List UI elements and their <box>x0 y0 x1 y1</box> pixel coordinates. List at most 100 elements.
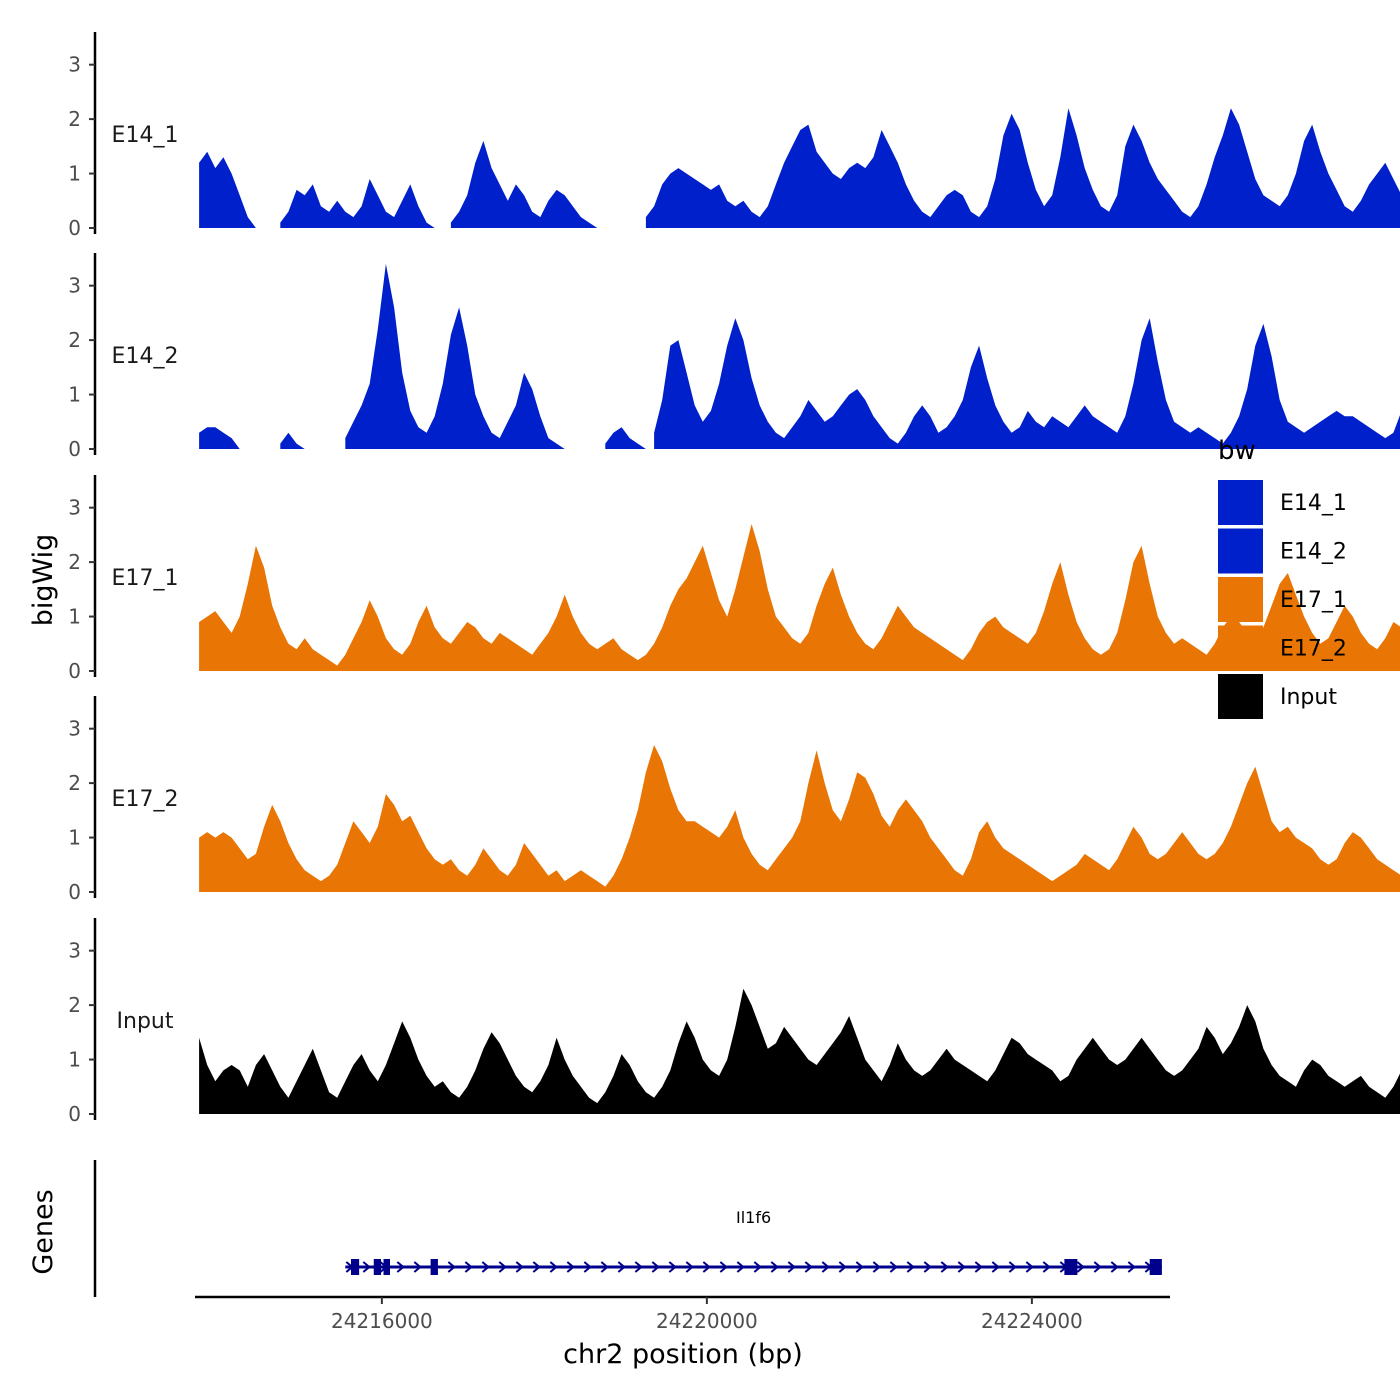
strand-arrow <box>719 1261 728 1273</box>
exon-block <box>1064 1259 1078 1275</box>
y-tick-label: 2 <box>68 107 81 131</box>
signal-area-e17_2 <box>199 745 1400 892</box>
y-tick-label: 3 <box>68 496 81 520</box>
track-label: E14_2 <box>112 344 179 369</box>
signal-area-e14_1 <box>199 108 1400 228</box>
y-tick-label: 0 <box>68 1102 81 1126</box>
signal-area-e14_2 <box>199 263 1400 449</box>
strand-arrow <box>940 1261 949 1273</box>
strand-arrow <box>804 1261 813 1273</box>
legend-swatch-e17_1 <box>1218 577 1263 622</box>
strand-arrow <box>702 1261 711 1273</box>
legend-label: E14_1 <box>1280 491 1347 516</box>
exon-block <box>373 1259 382 1275</box>
gene-label: Il1f6 <box>736 1208 771 1227</box>
y-tick-label: 3 <box>68 274 81 298</box>
track-e14_1: 0 1 2 3 E14_1 <box>68 32 1400 240</box>
strand-arrow <box>668 1261 677 1273</box>
exon-block <box>430 1259 438 1275</box>
strand-arrow <box>957 1261 966 1273</box>
strand-arrow <box>685 1261 694 1273</box>
legend-label: E17_2 <box>1280 637 1347 662</box>
strand-arrow <box>889 1261 898 1273</box>
y-tick-label: 0 <box>68 880 81 904</box>
strand-arrow <box>923 1261 932 1273</box>
track-e14_2: 0 1 2 3 E14_2 <box>68 253 1400 461</box>
strand-arrow <box>855 1261 864 1273</box>
strand-arrow <box>906 1261 915 1273</box>
y-tick-label: 1 <box>68 383 81 407</box>
strand-arrow <box>736 1261 745 1273</box>
genes-axis-title: Genes <box>28 1189 59 1274</box>
legend-swatch-e17_2 <box>1218 625 1263 671</box>
strand-arrow <box>498 1261 507 1273</box>
y-tick-label: 1 <box>68 826 81 850</box>
y-tick-label: 2 <box>68 328 81 352</box>
legend-label: E14_2 <box>1280 540 1347 565</box>
y-tick-label: 0 <box>68 437 81 461</box>
y-tick-label: 1 <box>68 1048 81 1072</box>
exon-block <box>1149 1259 1162 1275</box>
track-label: E17_1 <box>112 566 179 591</box>
legend-label: Input <box>1280 685 1337 710</box>
strand-arrow <box>447 1261 456 1273</box>
strand-arrow <box>651 1261 660 1273</box>
strand-arrow <box>872 1261 881 1273</box>
exon-block <box>351 1259 360 1275</box>
track-e17_1: 0 1 2 3 E17_1 <box>68 475 1400 683</box>
gene-il1f6: Il1f6 <box>345 1208 1162 1275</box>
exon-block <box>383 1259 390 1275</box>
x-axis: 24216000 24220000 24224000 <box>195 1295 1170 1333</box>
y-axis-title: bigWig <box>28 534 59 627</box>
strand-arrow <box>464 1261 473 1273</box>
legend-swatch-e14_1 <box>1218 480 1263 525</box>
strand-arrow <box>532 1261 541 1273</box>
genes-panel: Il1f6 <box>93 1160 1162 1297</box>
track-input: 0 1 2 3 Input <box>68 918 1400 1126</box>
y-tick-label: 0 <box>68 659 81 683</box>
signal-tracks: 0 1 2 3 E14_1 0 1 2 3 E14_2 0 1 2 3 E17_1 0 1 2 3 E17_2 0 1 2 3… <box>68 32 1400 1126</box>
strand-arrow <box>1110 1261 1119 1273</box>
legend-label: E17_1 <box>1280 588 1347 613</box>
x-axis-title: chr2 position (bp) <box>563 1339 803 1370</box>
strand-arrow <box>1025 1261 1034 1273</box>
strand-arrow <box>566 1261 575 1273</box>
strand-arrow <box>634 1261 643 1273</box>
legend: bw E14_1 E14_2 E17_1 E17_2 Input <box>1218 436 1347 719</box>
y-tick-label: 3 <box>68 939 81 963</box>
strand-arrow <box>396 1261 405 1273</box>
y-tick-label: 2 <box>68 993 81 1017</box>
signal-area-input <box>199 988 1400 1114</box>
track-label: E14_1 <box>112 123 179 148</box>
x-tick-label: 24224000 <box>981 1309 1083 1333</box>
strand-arrow <box>991 1261 1000 1273</box>
strand-arrow <box>549 1261 558 1273</box>
track-e17_2: 0 1 2 3 E17_2 <box>68 696 1400 904</box>
y-tick-label: 3 <box>68 717 81 741</box>
y-tick-label: 2 <box>68 771 81 795</box>
strand-arrow <box>753 1261 762 1273</box>
strand-arrow <box>1076 1261 1085 1273</box>
strand-arrow <box>1042 1261 1051 1273</box>
strand-arrow <box>821 1261 830 1273</box>
track-label: Input <box>117 1009 174 1034</box>
strand-arrow <box>617 1261 626 1273</box>
x-tick-label: 24220000 <box>656 1309 758 1333</box>
strand-arrow <box>1127 1261 1136 1273</box>
strand-arrow <box>362 1261 371 1273</box>
strand-arrow <box>787 1261 796 1273</box>
strand-arrow <box>974 1261 983 1273</box>
x-tick-label: 24216000 <box>331 1309 433 1333</box>
y-tick-label: 2 <box>68 550 81 574</box>
strand-arrow <box>583 1261 592 1273</box>
strand-arrow <box>413 1261 422 1273</box>
strand-arrow <box>838 1261 847 1273</box>
strand-arrow <box>515 1261 524 1273</box>
strand-arrow <box>481 1261 490 1273</box>
strand-arrow <box>770 1261 779 1273</box>
y-tick-label: 0 <box>68 216 81 240</box>
legend-swatch-input <box>1218 674 1263 719</box>
legend-swatch-e14_2 <box>1218 528 1263 574</box>
y-tick-label: 3 <box>68 53 81 77</box>
